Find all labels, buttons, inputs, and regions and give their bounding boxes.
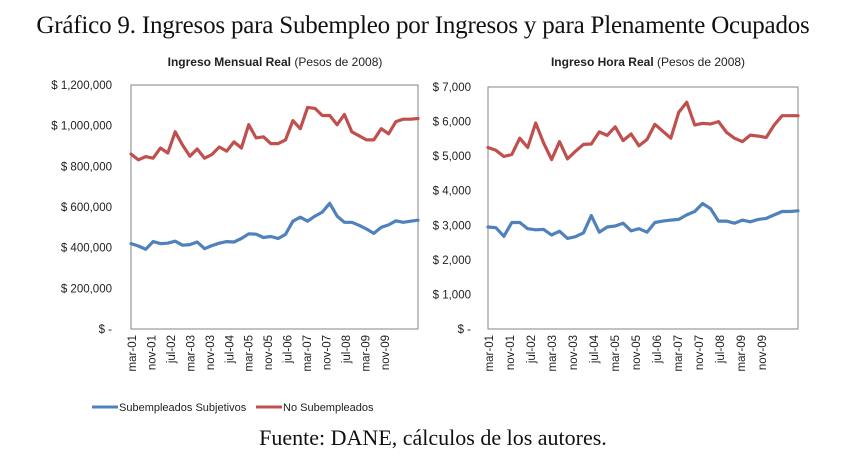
y-tick-label: $ 1,200,000 bbox=[51, 80, 112, 92]
x-tick-label: mar-09 bbox=[360, 335, 372, 371]
figure-title: Gráfico 9. Ingresos para Subempleo por I… bbox=[36, 12, 810, 39]
x-tick-label: jul-06 bbox=[652, 335, 664, 364]
x-tick-label: mar-01 bbox=[484, 335, 496, 371]
plot-area bbox=[130, 84, 419, 330]
y-tick-label: $ 7,000 bbox=[433, 82, 471, 94]
x-tick-label: mar-03 bbox=[185, 335, 197, 371]
chart-title-units: (Pesos de 2008) bbox=[654, 55, 745, 69]
chart-title: Ingreso Mensual Real (Pesos de 2008) bbox=[168, 55, 383, 69]
x-tick-label: jul-08 bbox=[341, 335, 353, 364]
x-tick-label: mar-05 bbox=[244, 335, 256, 371]
series-line-subempleados-subjetivos bbox=[129, 201, 420, 251]
x-tick-label: nov-09 bbox=[380, 335, 392, 370]
y-tick-label: $ 3,000 bbox=[433, 220, 471, 232]
figure-source: Fuente: DANE, cálculos de los autores. bbox=[259, 425, 607, 450]
chart-title-main: Ingreso Hora Real bbox=[551, 55, 654, 69]
x-tick-label: jul-08 bbox=[715, 335, 727, 364]
y-tick-label: $ 5,000 bbox=[433, 151, 471, 163]
chart-ingreso-hora: Ingreso Hora Real (Pesos de 2008) $ - $ 1,… bbox=[433, 55, 800, 371]
x-tick-label: mar-05 bbox=[610, 335, 622, 371]
y-tick-label: $ 1,000 bbox=[433, 289, 471, 301]
y-tick-label: $ - bbox=[458, 324, 472, 336]
series-line-no-subempleados bbox=[129, 105, 420, 162]
y-tick-label: $ 4,000 bbox=[433, 186, 471, 198]
chart-title-units: (Pesos de 2008) bbox=[291, 55, 382, 69]
x-tick-label: jul-02 bbox=[166, 335, 178, 364]
legend-label-subempleados: Subempleados Subjetivos bbox=[119, 402, 247, 414]
chart-ingreso-mensual: Ingreso Mensual Real (Pesos de 2008) $ - $… bbox=[51, 55, 420, 371]
x-tick-label: jul-04 bbox=[224, 334, 236, 364]
x-tick-label: mar-01 bbox=[127, 335, 139, 371]
y-tick-label: $ 600,000 bbox=[61, 202, 112, 214]
plot-area bbox=[487, 86, 799, 330]
series-line-subempleados-subjetivos bbox=[486, 201, 800, 240]
x-tick-label: mar-07 bbox=[673, 335, 685, 371]
x-tick-label: nov-01 bbox=[505, 335, 517, 370]
y-tick-label: $ 2,000 bbox=[433, 255, 471, 267]
x-tick-label: nov-01 bbox=[146, 335, 158, 370]
x-tick-label: nov-03 bbox=[205, 335, 217, 370]
series-line-no-subempleados bbox=[486, 100, 800, 162]
y-tick-label: $ 200,000 bbox=[61, 283, 112, 295]
x-tick-label: nov-05 bbox=[631, 335, 643, 370]
x-tick-label: jul-04 bbox=[589, 334, 601, 364]
x-tick-label: nov-03 bbox=[568, 335, 580, 370]
y-tick-label: $ 1,000,000 bbox=[51, 121, 112, 133]
x-tick-label: mar-09 bbox=[736, 335, 748, 371]
x-tick-label: mar-07 bbox=[302, 335, 314, 371]
x-tick-label: mar-03 bbox=[547, 335, 559, 371]
y-tick-label: $ 6,000 bbox=[433, 117, 471, 129]
legend: Subempleados Subjetivos No Subempleados bbox=[92, 402, 374, 414]
x-tick-label: jul-06 bbox=[283, 335, 295, 364]
chart-title: Ingreso Hora Real (Pesos de 2008) bbox=[551, 55, 745, 69]
y-tick-label: $ - bbox=[99, 324, 113, 336]
x-tick-label: nov-09 bbox=[757, 335, 769, 370]
x-tick-label: nov-07 bbox=[694, 335, 706, 370]
legend-label-no-subempleados: No Subempleados bbox=[283, 402, 374, 414]
x-tick-label: jul-02 bbox=[526, 335, 538, 364]
x-tick-label: nov-05 bbox=[263, 335, 275, 370]
chart-title-main: Ingreso Mensual Real bbox=[168, 55, 291, 69]
y-tick-label: $ 800,000 bbox=[61, 161, 112, 173]
y-tick-label: $ 400,000 bbox=[61, 243, 112, 255]
x-tick-label: nov-07 bbox=[322, 335, 334, 370]
